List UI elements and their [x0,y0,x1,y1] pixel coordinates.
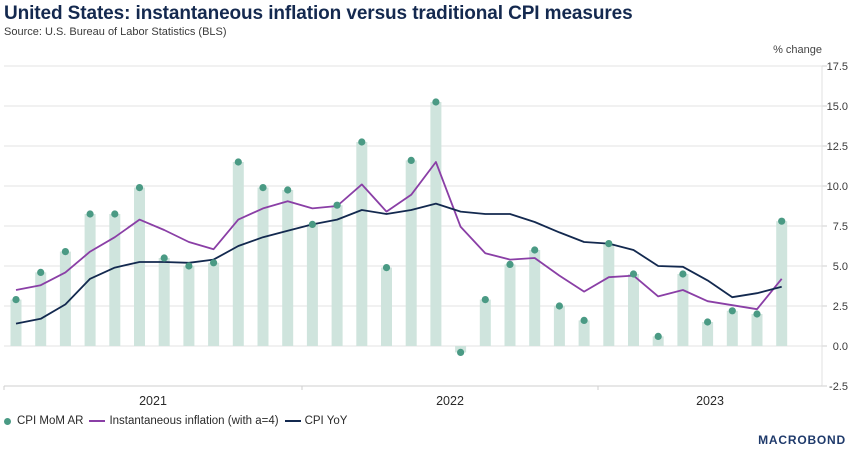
bar [751,314,763,346]
bar [776,221,788,346]
bar [331,205,343,346]
y-axis-unit-label: % change [773,44,822,56]
y-tick-label: 10.0 [827,181,848,193]
data-point [481,296,489,304]
legend-label: Instantaneous inflation (with a=4) [109,415,279,427]
dots-cpi-mom-ar [12,98,786,356]
bar [183,266,195,346]
legend-line-icon [284,420,301,422]
legend-dot-icon [4,417,11,425]
data-point [234,158,242,166]
legend-label: CPI MoM AR [17,415,84,427]
x-tick-label: 2022 [436,394,464,408]
bar [59,251,71,346]
data-point [580,316,588,324]
data-point [185,262,193,270]
data-point [308,220,316,228]
bar [479,299,491,346]
y-tick-label: 2.5 [833,301,848,313]
y-tick-label: 15.0 [827,101,848,113]
data-point [210,259,218,267]
y-tick-label: 0.0 [833,341,848,353]
bar [109,214,121,346]
bar [578,320,590,346]
data-point [506,260,514,268]
line-cpi-yoy [15,202,782,325]
legend-line-icon [89,420,106,422]
legend: CPI MoM AR Instantaneous inflation (with… [4,415,353,427]
data-point [259,184,267,192]
data-point [333,201,341,209]
x-tick-label: 2021 [139,394,167,408]
bar [306,224,318,346]
data-point [778,217,786,225]
y-tick-label: 17.5 [827,61,848,73]
data-point [605,240,613,248]
data-point [432,98,440,106]
data-point [382,264,391,272]
data-point [111,210,119,218]
data-point [284,186,292,194]
y-tick-label: 12.5 [827,141,848,153]
macrobond-logo: MACROBOND [758,433,846,447]
data-point [61,248,69,256]
legend-item-instantaneous-inflation: Instantaneous inflation (with a=4) [89,415,279,427]
bar [677,274,689,346]
bar [529,250,541,346]
data-point [728,307,736,315]
bar [702,322,714,346]
data-point [86,210,94,218]
bar [381,267,392,346]
data-point [407,156,415,164]
legend-label: CPI YoY [304,415,348,427]
data-point [160,254,168,262]
bar [430,102,442,346]
data-point [135,184,144,192]
bar [158,258,170,346]
data-point [531,246,539,254]
x-axis: 2021 2022 2023 [3,385,822,408]
legend-item-cpi-mom-ar: CPI MoM AR [4,415,83,427]
bar [628,274,639,346]
bar [282,190,294,346]
bar [652,336,664,346]
data-point [629,270,638,278]
data-point [753,310,761,318]
data-point [457,348,465,356]
chart-title: United States: instantaneous inflation v… [4,3,633,24]
bar [232,162,244,346]
legend-item-cpi-yoy: CPI YoY [284,415,348,427]
bar [356,142,368,346]
data-point [555,302,564,310]
bar [257,187,269,346]
series-lines [15,161,783,325]
data-point [358,138,366,146]
bar [726,310,738,346]
bar [603,243,615,346]
x-tick-label: 2023 [696,394,724,408]
data-point [679,270,687,278]
data-point [37,268,45,276]
data-point [12,296,20,304]
data-point [704,318,712,326]
bar [405,160,417,346]
data-point [654,332,662,340]
bar [504,264,516,346]
bar [134,187,145,346]
line-instantaneous-inflation [15,161,783,311]
y-axis-ticks: 17.5 15.0 12.5 10.0 7.5 5.0 2.5 0.0 -2.5 [821,61,848,393]
y-tick-label: -2.5 [829,381,848,393]
bar [553,306,565,346]
bars-cpi-mom-ar [10,102,788,353]
bar [35,272,47,346]
y-tick-label: 7.5 [833,221,848,233]
y-tick-label: 5.0 [833,261,848,273]
bar [208,262,220,346]
chart-source: Source: U.S. Bureau of Labor Statistics … [4,26,227,38]
